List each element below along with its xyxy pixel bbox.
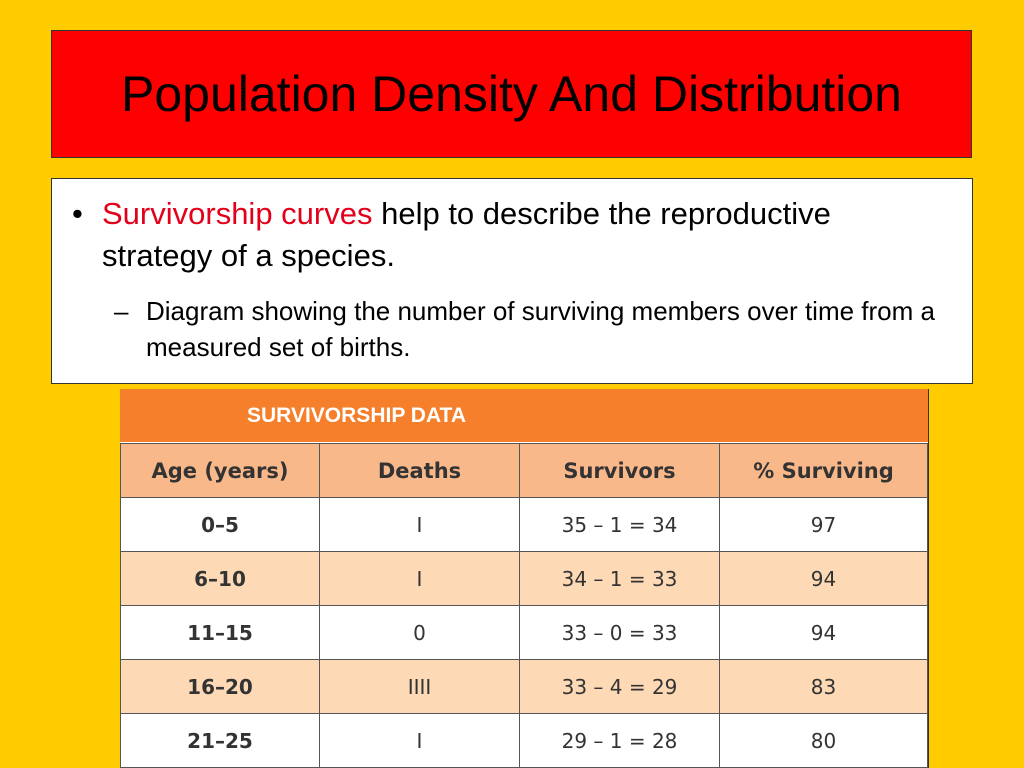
age-cell: 21–25 <box>120 713 320 768</box>
pct-cell: 97 <box>719 497 928 552</box>
survivorship-table: SURVIVORSHIP DATA Age (years) Deaths Sur… <box>120 389 929 768</box>
survivors-cell: 29 – 1 = 28 <box>519 713 720 768</box>
bullet-text: Survivorship curves help to describe the… <box>102 193 942 277</box>
data-table: Age (years) Deaths Survivors % Surviving… <box>120 443 928 768</box>
table-row: 21–25 I 29 – 1 = 28 80 <box>120 713 928 768</box>
sub-bullet-text: Diagram showing the number of surviving … <box>146 296 935 362</box>
deaths-cell: I <box>319 497 520 552</box>
header-row: Age (years) Deaths Survivors % Surviving <box>120 443 928 498</box>
pct-cell: 94 <box>719 605 928 660</box>
deaths-cell: IIII <box>319 659 520 714</box>
bullet-body: help to describe the reproductive strate… <box>102 196 831 273</box>
slide-title: Population Density And Distribution <box>120 66 902 122</box>
age-cell: 6–10 <box>120 551 320 606</box>
survivors-cell: 33 – 4 = 29 <box>519 659 720 714</box>
deaths-cell: I <box>319 713 520 768</box>
pct-cell: 80 <box>719 713 928 768</box>
header-pct-surviving: % Surviving <box>719 443 928 498</box>
age-cell: 0–5 <box>120 497 320 552</box>
title-box: Population Density And Distribution <box>51 30 972 158</box>
table-row: 16–20 IIII 33 – 4 = 29 83 <box>120 659 928 714</box>
table-row: 0–5 I 35 – 1 = 34 97 <box>120 497 928 552</box>
bullet-level-1: • Survivorship curves help to describe t… <box>72 193 942 277</box>
age-cell: 11–15 <box>120 605 320 660</box>
table-row: 6–10 I 34 – 1 = 33 94 <box>120 551 928 606</box>
table-title: SURVIVORSHIP DATA <box>120 389 928 443</box>
header-deaths: Deaths <box>319 443 520 498</box>
pct-cell: 83 <box>719 659 928 714</box>
highlighted-term: Survivorship curves <box>102 196 373 231</box>
sub-bullet-marker: – <box>114 296 129 326</box>
survivors-cell: 33 – 0 = 33 <box>519 605 720 660</box>
age-cell: 16–20 <box>120 659 320 714</box>
deaths-cell: 0 <box>319 605 520 660</box>
table-row: 11–15 0 33 – 0 = 33 94 <box>120 605 928 660</box>
pct-cell: 94 <box>719 551 928 606</box>
survivors-cell: 35 – 1 = 34 <box>519 497 720 552</box>
survivors-cell: 34 – 1 = 33 <box>519 551 720 606</box>
content-box: • Survivorship curves help to describe t… <box>51 178 973 384</box>
deaths-cell: I <box>319 551 520 606</box>
bullet-level-2: – Diagram showing the number of survivin… <box>114 293 944 365</box>
header-age: Age (years) <box>120 443 320 498</box>
bullet-marker: • <box>72 196 83 231</box>
header-survivors: Survivors <box>519 443 720 498</box>
